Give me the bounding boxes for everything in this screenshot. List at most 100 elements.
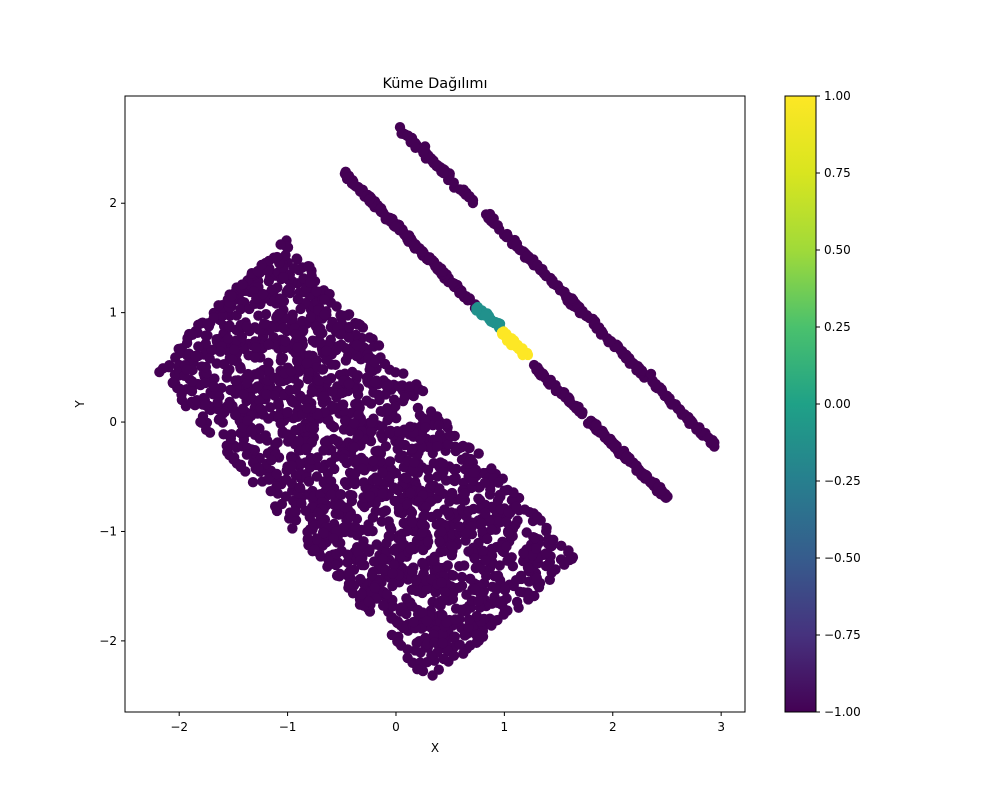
scatter-point xyxy=(344,489,356,501)
scatter-point xyxy=(417,557,428,569)
x-tick-label: 1 xyxy=(501,720,509,734)
scatter-point xyxy=(491,584,502,595)
scatter-point xyxy=(227,354,238,366)
scatter-point xyxy=(215,346,226,357)
scatter-point xyxy=(421,615,433,627)
colorbar-tick-label: −1.00 xyxy=(824,705,861,719)
scatter-point xyxy=(590,420,602,431)
scatter-point xyxy=(402,130,413,142)
scatter-point xyxy=(481,571,492,582)
scatter-point xyxy=(312,452,323,463)
scatter-point xyxy=(570,403,582,414)
scatter-point xyxy=(254,369,265,380)
scatter-point xyxy=(521,527,532,538)
scatter-point xyxy=(200,330,211,341)
scatter-point xyxy=(303,366,314,378)
scatter-point xyxy=(460,535,471,546)
scatter-point xyxy=(356,559,368,571)
scatter-point xyxy=(302,526,313,538)
scatter-point xyxy=(476,518,487,529)
scatter-point xyxy=(508,487,519,498)
scatter-point xyxy=(371,593,382,604)
scatter-point xyxy=(422,464,434,475)
scatter-point xyxy=(221,372,232,383)
scatter-point xyxy=(285,365,297,377)
scatter-point xyxy=(620,353,631,364)
scatter-point xyxy=(265,402,276,413)
scatter-point xyxy=(386,629,398,641)
scatter-point xyxy=(459,629,470,641)
scatter-point xyxy=(229,344,240,355)
scatter-point xyxy=(213,300,224,311)
scatter-point xyxy=(425,406,437,417)
scatter-point xyxy=(271,468,282,480)
scatter-point xyxy=(301,358,313,369)
scatter-point xyxy=(609,441,620,452)
scatter-point xyxy=(492,220,503,231)
scatter-point xyxy=(463,546,474,557)
scatter-point xyxy=(394,437,406,449)
scatter-point xyxy=(709,437,720,448)
scatter-point xyxy=(242,368,254,380)
scatter-point xyxy=(193,341,204,352)
scatter-point xyxy=(287,523,298,534)
scatter-point xyxy=(444,496,455,507)
scatter-point xyxy=(328,533,339,544)
scatter-point xyxy=(417,385,429,397)
scatter-point xyxy=(286,460,298,471)
scatter-point xyxy=(330,559,341,571)
scatter-point xyxy=(495,491,506,502)
scatter-points xyxy=(154,122,720,681)
scatter-point xyxy=(482,533,493,545)
scatter-point xyxy=(424,253,435,265)
y-axis: −2 −1 0 1 2 xyxy=(99,196,125,648)
scatter-point xyxy=(334,571,345,582)
scatter-point xyxy=(249,445,261,456)
scatter-point xyxy=(311,471,323,482)
scatter-point xyxy=(499,584,511,596)
scatter-point xyxy=(417,607,428,618)
scatter-point xyxy=(277,352,289,364)
scatter-point xyxy=(190,350,201,362)
scatter-point xyxy=(691,424,702,435)
colorbar-ticks: −1.00 −0.75 −0.50 −0.25 0.00 0.25 0.50 0.75 1.00 xyxy=(816,89,861,719)
scatter-point xyxy=(309,544,320,555)
scatter-point xyxy=(394,452,405,464)
scatter-point xyxy=(331,301,342,312)
scatter-point xyxy=(349,442,360,453)
scatter-point xyxy=(503,507,514,518)
scatter-point xyxy=(432,508,443,520)
scatter-point xyxy=(370,506,381,517)
scatter-point xyxy=(340,502,351,513)
scatter-point xyxy=(437,609,448,621)
scatter-point xyxy=(532,259,543,270)
scatter-point xyxy=(366,569,378,581)
scatter-point xyxy=(377,467,388,478)
scatter-point xyxy=(338,310,349,321)
scatter-point xyxy=(253,462,264,474)
scatter-point xyxy=(296,498,307,509)
scatter-point xyxy=(254,395,265,406)
colorbar-tick-label: −0.25 xyxy=(824,474,861,488)
scatter-point xyxy=(200,399,211,411)
scatter-point xyxy=(631,460,642,471)
scatter-point xyxy=(494,560,505,571)
scatter-point xyxy=(406,443,418,454)
scatter-point xyxy=(217,310,229,321)
scatter-point xyxy=(200,361,212,373)
scatter-point xyxy=(303,350,315,361)
scatter-point xyxy=(250,342,262,353)
scatter-point xyxy=(176,389,187,400)
scatter-point xyxy=(313,507,324,519)
scatter-point xyxy=(321,354,332,365)
scatter-point xyxy=(503,527,514,538)
scatter-point xyxy=(275,418,286,429)
scatter-point xyxy=(286,478,297,489)
scatter-point xyxy=(492,570,504,581)
colorbar xyxy=(784,95,817,713)
scatter-point xyxy=(621,451,633,462)
scatter-point xyxy=(393,381,405,392)
scatter-point xyxy=(317,364,329,375)
scatter-point xyxy=(347,588,359,599)
